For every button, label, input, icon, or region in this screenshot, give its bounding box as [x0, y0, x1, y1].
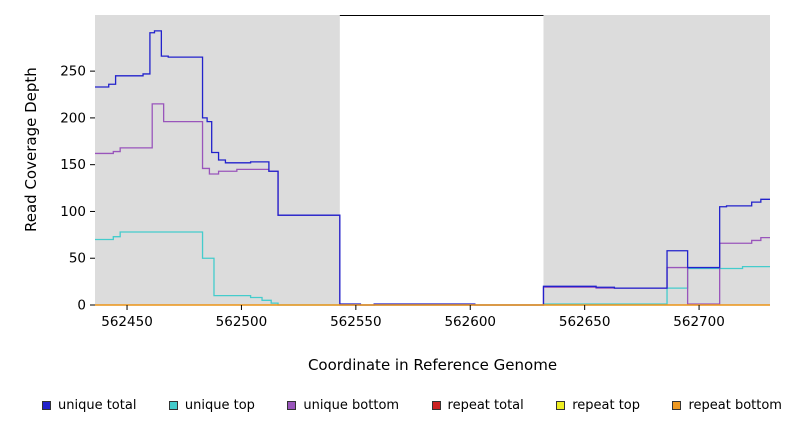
- x-axis-tick-label: 562700: [673, 314, 725, 330]
- x-axis-tick-label: 562450: [101, 314, 153, 330]
- y-axis-tick-label: 0: [77, 298, 86, 314]
- legend-swatch-unique-bottom: [287, 401, 297, 410]
- series-line-unique-total: [95, 30, 770, 306]
- legend-label: repeat bottom: [688, 398, 782, 413]
- legend-label: repeat total: [447, 398, 524, 413]
- x-axis-tick-label: 562550: [330, 314, 382, 330]
- legend-item-repeat-top: repeat top: [556, 398, 640, 413]
- x-axis-tick-label: 562650: [559, 314, 611, 330]
- series-line-unique-top: [95, 231, 770, 306]
- legend-item-unique-total: unique total: [42, 398, 136, 413]
- legend-item-repeat-total: repeat total: [431, 398, 524, 413]
- y-axis-tick-label: 100: [60, 204, 86, 220]
- y-axis-tick-label: 150: [60, 157, 86, 173]
- legend-swatch-repeat-bottom: [672, 401, 682, 410]
- legend-swatch-repeat-total: [431, 401, 441, 410]
- legend: unique total unique top unique bottom repea…: [42, 398, 782, 413]
- legend-swatch-unique-top: [168, 401, 178, 410]
- x-axis-tick-label: 562500: [216, 314, 268, 330]
- legend-swatch-unique-total: [42, 401, 51, 410]
- y-axis-tick-label: 250: [60, 64, 86, 80]
- y-axis-title: Read Coverage Depth: [22, 67, 40, 232]
- legend-swatch-repeat-top: [556, 401, 566, 410]
- y-axis-tick-label: 50: [69, 251, 86, 267]
- legend-item-unique-top: unique top: [168, 398, 255, 413]
- legend-label: unique total: [58, 398, 137, 413]
- legend-label: unique top: [184, 398, 255, 413]
- legend-item-unique-bottom: unique bottom: [287, 398, 399, 413]
- legend-label: unique bottom: [303, 398, 400, 413]
- x-axis-title: Coordinate in Reference Genome: [307, 356, 558, 374]
- y-axis-tick-label: 200: [60, 110, 86, 126]
- legend-item-repeat-bottom: repeat bottom: [672, 398, 782, 413]
- legend-label: repeat top: [572, 398, 640, 413]
- gap-region: [339, 15, 544, 305]
- x-axis-tick-label: 562600: [444, 314, 496, 330]
